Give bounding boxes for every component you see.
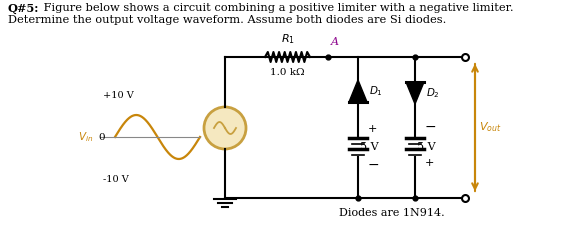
Text: −: −	[425, 120, 437, 134]
Text: Figure below shows a circuit combining a positive limiter with a negative limite: Figure below shows a circuit combining a…	[40, 3, 514, 13]
Text: 5 V: 5 V	[360, 142, 379, 152]
Text: +10 V: +10 V	[103, 90, 134, 99]
Text: 5 V: 5 V	[417, 142, 435, 152]
Polygon shape	[406, 82, 424, 104]
Circle shape	[204, 107, 246, 149]
Text: +: +	[425, 158, 434, 168]
Text: $V_{out}$: $V_{out}$	[479, 121, 501, 134]
Text: A: A	[331, 37, 339, 47]
Text: $D_2$: $D_2$	[426, 86, 440, 100]
Text: 0: 0	[98, 133, 105, 141]
Text: $V_{in}$: $V_{in}$	[78, 130, 93, 144]
Text: Determine the output voltage waveform. Assume both diodes are Si diodes.: Determine the output voltage waveform. A…	[8, 15, 446, 25]
Text: Q#5:: Q#5:	[8, 3, 39, 14]
Text: $R_1$: $R_1$	[280, 32, 295, 46]
Text: +: +	[368, 124, 378, 134]
Text: −: −	[368, 158, 380, 172]
Text: Diodes are 1N914.: Diodes are 1N914.	[339, 208, 444, 218]
Text: -10 V: -10 V	[103, 175, 129, 185]
Text: 1.0 kΩ: 1.0 kΩ	[270, 68, 305, 77]
Text: $D_1$: $D_1$	[369, 84, 383, 98]
Polygon shape	[349, 80, 367, 102]
